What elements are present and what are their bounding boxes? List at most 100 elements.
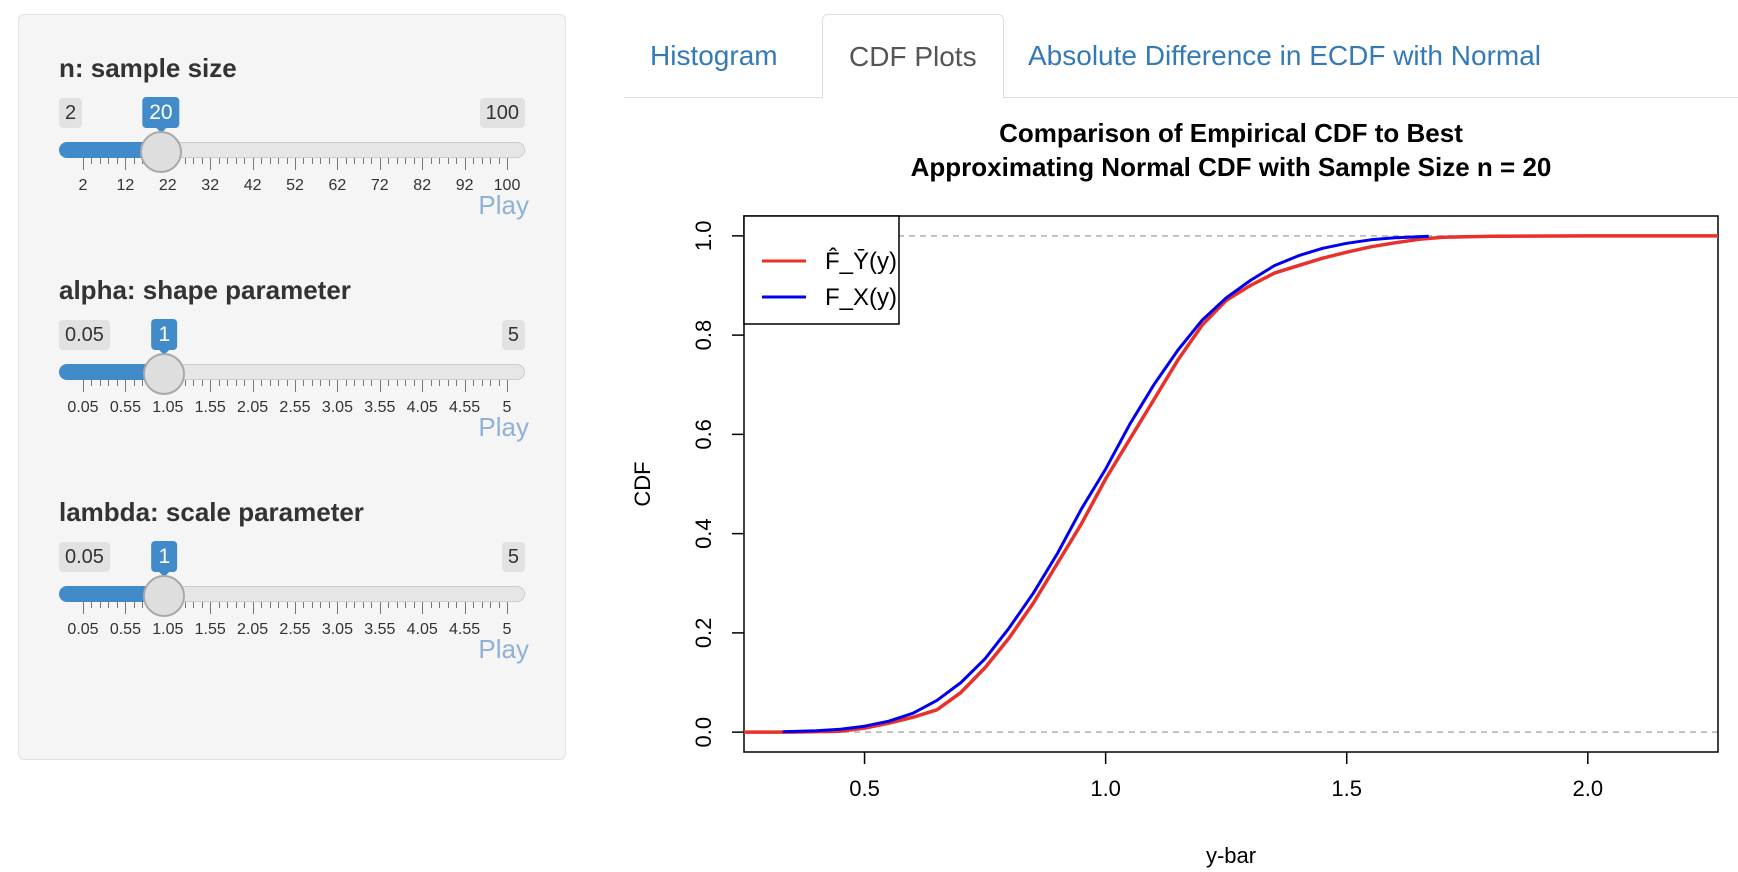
slider-minor-tick — [244, 158, 246, 164]
slider-major-tick — [210, 158, 212, 170]
slider-minor-tick — [396, 158, 398, 164]
slider-group-2: lambda: scale parameter 0.05 5 1 0.05 0.55 1.0… — [59, 497, 529, 697]
slider-tick-label: 3.05 — [321, 399, 353, 416]
slider-minor-tick — [405, 602, 407, 608]
y-tick-label: 0.8 — [691, 320, 716, 351]
slider-minor-tick — [303, 602, 305, 608]
legend-label-normal: F_X(y) — [825, 284, 897, 311]
slider-label: alpha: shape parameter — [59, 275, 351, 305]
slider-tick-label: 72 — [370, 177, 389, 194]
slider-tick-label: 22 — [158, 177, 177, 194]
slider-tick-label: 1.05 — [152, 621, 184, 638]
cdf-plot: Comparison of Empirical CDF to Best Appro… — [630, 118, 1719, 868]
slider-handle[interactable] — [139, 131, 182, 173]
slider-tick-label: 5 — [502, 621, 512, 638]
slider-label: lambda: scale parameter — [59, 497, 364, 527]
tab-cdf-plots[interactable]: CDF Plots — [822, 14, 1004, 99]
slider-minor-tick — [362, 602, 364, 608]
slider-minor-tick — [142, 380, 144, 386]
x-tick-label: 0.5 — [849, 776, 880, 801]
slider-minor-tick — [108, 602, 110, 608]
slider-minor-tick — [235, 602, 237, 608]
slider-major-tick — [83, 602, 84, 614]
slider-tick-label: 4.55 — [449, 399, 481, 416]
slider-min-label: 2 — [59, 98, 83, 128]
slider-minor-tick — [193, 602, 195, 608]
slider-handle[interactable] — [143, 575, 186, 617]
slider-minor-tick — [99, 380, 101, 386]
slider-major-tick — [83, 380, 84, 392]
slider-minor-tick — [345, 380, 347, 386]
slider-minor-tick — [388, 380, 390, 386]
slider-minor-tick — [405, 380, 407, 386]
slider-major-tick — [507, 380, 508, 392]
slider-minor-tick — [286, 158, 288, 164]
slider-major-tick — [507, 158, 508, 170]
slider-minor-tick — [439, 158, 441, 164]
slider-tick-label: 3.05 — [321, 621, 353, 638]
slider-handle[interactable] — [143, 353, 186, 395]
play-button[interactable]: Play — [478, 190, 529, 220]
slider-major-tick — [125, 158, 127, 170]
slider-tick-label: 0.55 — [109, 621, 141, 638]
slider-max-label: 5 — [501, 542, 525, 572]
play-button[interactable]: Play — [478, 412, 529, 442]
slider-minor-tick — [481, 158, 483, 164]
tab-bar: Histogram CDF Plots Absolute Difference in… — [624, 14, 1738, 99]
tab-histogram[interactable]: Histogram — [650, 40, 778, 71]
slider-minor-tick — [269, 380, 271, 386]
slider-major-tick — [252, 158, 254, 170]
slider-minor-tick — [473, 602, 475, 608]
slider-tick-label: 0.55 — [109, 399, 141, 416]
slider-minor-tick — [447, 602, 449, 608]
slider-minor-tick — [261, 380, 263, 386]
slider-major-tick — [210, 380, 212, 392]
slider-grid: 0.05 0.55 1.05 1.55 2.05 2.55 3.05 3.55 4.05 4.55… — [59, 380, 529, 420]
slider-minor-tick — [91, 380, 93, 386]
empirical-cdf-line — [744, 234, 1718, 734]
slider-minor-tick — [311, 380, 313, 386]
slider-major-tick — [337, 158, 339, 170]
slider-minor-tick — [269, 158, 271, 164]
slider-minor-tick — [320, 602, 322, 608]
slider-fill — [59, 142, 161, 158]
slider-minor-tick — [413, 380, 415, 386]
slider-tick-label: 82 — [413, 177, 432, 194]
slider-major-tick — [464, 602, 466, 614]
slider-minor-tick — [261, 158, 263, 164]
play-button[interactable]: Play — [478, 634, 529, 664]
slider-grid: 2 12 22 32 42 52 62 72 82 92 100 — [59, 158, 529, 198]
slider-tick-label: 62 — [328, 177, 347, 194]
slider-grid: 0.05 0.55 1.05 1.55 2.05 2.55 3.05 3.55 4.05 4.55… — [59, 602, 529, 642]
slider-minor-tick — [184, 380, 186, 386]
slider-minor-tick — [396, 602, 398, 608]
chart-title: Approximating Normal CDF with Sample Siz… — [911, 152, 1552, 182]
slider-minor-tick — [328, 602, 330, 608]
slider-minor-tick — [235, 158, 237, 164]
slider-tick-label: 4.05 — [406, 399, 438, 416]
slider-minor-tick — [116, 158, 118, 164]
slider-minor-tick — [227, 158, 229, 164]
slider-major-tick — [337, 380, 339, 392]
slider-minor-tick — [490, 602, 492, 608]
slider-minor-tick — [481, 380, 483, 386]
slider-minor-tick — [447, 158, 449, 164]
slider-minor-tick — [405, 158, 407, 164]
slider-minor-tick — [388, 602, 390, 608]
slider-tick-label: 0.05 — [67, 399, 99, 416]
tab-absolute-difference-in-ecdf-with-normal[interactable]: Absolute Difference in ECDF with Normal — [1028, 40, 1542, 71]
slider-minor-tick — [456, 602, 458, 608]
slider-major-tick — [464, 380, 466, 392]
slider-minor-tick — [303, 380, 305, 386]
slider-minor-tick — [490, 158, 492, 164]
slider-tick-label: 3.55 — [364, 399, 396, 416]
x-axis-label: y-bar — [1206, 843, 1256, 868]
slider-tick-label: 2.05 — [237, 621, 269, 638]
slider-major-tick — [295, 158, 296, 170]
slider-minor-tick — [193, 380, 195, 386]
slider-minor-tick — [498, 380, 500, 386]
slider-minor-tick — [490, 380, 492, 386]
slider-tick-label: 2.05 — [237, 399, 269, 416]
slider-minor-tick — [447, 380, 449, 386]
slider-minor-tick — [388, 158, 390, 164]
